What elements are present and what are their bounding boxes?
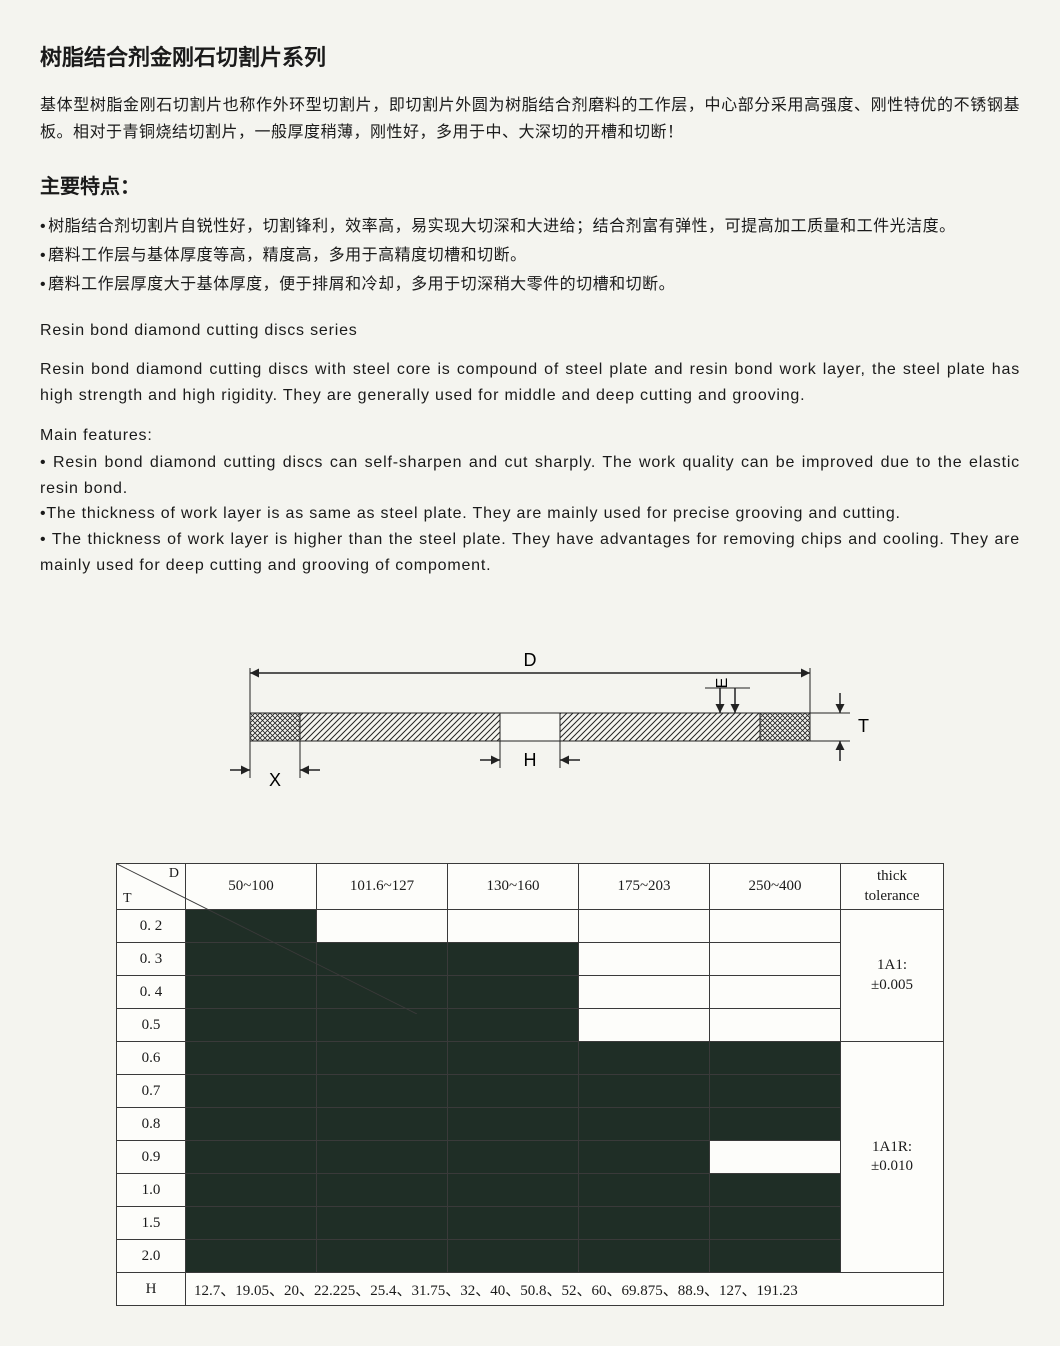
- data-cell: [448, 976, 579, 1009]
- spec-table: DT50~100101.6~127130~160175~203250~400th…: [116, 863, 944, 1306]
- data-cell: [317, 1042, 448, 1075]
- data-cell: [448, 1075, 579, 1108]
- data-cell: [579, 1207, 710, 1240]
- data-cell: [579, 910, 710, 943]
- H-values: 12.7、19.05、20、22.225、25.4、31.75、32、40、50…: [186, 1273, 944, 1306]
- feature-item: 磨料工作层厚度大于基体厚度，便于排屑和冷却，多用于切深稍大零件的切槽和切断。: [40, 271, 1020, 300]
- data-cell: [710, 943, 841, 976]
- cross-section-diagram: D E T H X: [40, 638, 1020, 813]
- col-header: 250~400: [710, 864, 841, 910]
- row-header: 0.8: [117, 1108, 186, 1141]
- tolerance-cell: 1A1:±0.005: [841, 910, 944, 1042]
- data-cell: [448, 1108, 579, 1141]
- feature-item: 磨料工作层与基体厚度等高，精度高，多用于高精度切槽和切断。: [40, 242, 1020, 271]
- data-cell: [448, 1207, 579, 1240]
- feature-item: 树脂结合剂切割片自锐性好，切割锋利，效率高，易实现大切深和大进给；结合剂富有弹性…: [40, 213, 1020, 242]
- feature-en-2: •The thickness of work layer is as same …: [40, 501, 1020, 527]
- data-cell: [579, 1174, 710, 1207]
- intro-en: Resin bond diamond cutting discs with st…: [40, 357, 1020, 408]
- label-X: X: [269, 770, 281, 790]
- data-cell: [317, 1108, 448, 1141]
- table-corner: DT: [117, 864, 186, 910]
- tolerance-cell: 1A1R:±0.010: [841, 1042, 944, 1273]
- title-cn: 树脂结合剂金刚石切割片系列: [40, 40, 1020, 72]
- data-cell: [579, 1240, 710, 1273]
- data-cell: [186, 1042, 317, 1075]
- label-D: D: [524, 650, 537, 670]
- col-header: 130~160: [448, 864, 579, 910]
- data-cell: [448, 1240, 579, 1273]
- feature-en-3: • The thickness of work layer is higher …: [40, 527, 1020, 578]
- data-cell: [186, 1240, 317, 1273]
- H-label: H: [117, 1273, 186, 1306]
- row-header: 0.6: [117, 1042, 186, 1075]
- row-header: 2.0: [117, 1240, 186, 1273]
- data-cell: [579, 1075, 710, 1108]
- features-title-cn: 主要特点：: [40, 170, 1020, 199]
- label-E: E: [714, 678, 731, 689]
- feature-en-1: • Resin bond diamond cutting discs can s…: [40, 450, 1020, 501]
- data-cell: [579, 976, 710, 1009]
- data-cell: [710, 1075, 841, 1108]
- data-cell: [710, 1240, 841, 1273]
- intro-cn: 基体型树脂金刚石切割片也称作外环型切割片，即切割片外圆为树脂结合剂磨料的工作层，…: [40, 92, 1020, 146]
- row-header: 0.9: [117, 1141, 186, 1174]
- data-cell: [448, 1174, 579, 1207]
- data-cell: [317, 1174, 448, 1207]
- features-title-en: Main features:: [40, 423, 1020, 449]
- features-list-cn: 树脂结合剂切割片自锐性好，切割锋利，效率高，易实现大切深和大进给；结合剂富有弹性…: [40, 213, 1020, 299]
- data-cell: [448, 1009, 579, 1042]
- data-cell: [317, 1075, 448, 1108]
- data-cell: [710, 1174, 841, 1207]
- data-cell: [579, 1009, 710, 1042]
- data-cell: [317, 1240, 448, 1273]
- row-header: 0.7: [117, 1075, 186, 1108]
- label-H: H: [524, 750, 537, 770]
- data-cell: [710, 1009, 841, 1042]
- thick-header: thicktolerance: [841, 864, 944, 910]
- data-cell: [186, 1075, 317, 1108]
- row-header: 1.0: [117, 1174, 186, 1207]
- data-cell: [186, 1108, 317, 1141]
- col-header: 175~203: [579, 864, 710, 910]
- data-cell: [710, 1042, 841, 1075]
- data-cell: [710, 976, 841, 1009]
- data-cell: [186, 1174, 317, 1207]
- data-cell: [579, 1042, 710, 1075]
- data-cell: [710, 1207, 841, 1240]
- data-cell: [448, 910, 579, 943]
- data-cell: [710, 1141, 841, 1174]
- data-cell: [317, 1207, 448, 1240]
- data-cell: [448, 1042, 579, 1075]
- data-cell: [186, 1141, 317, 1174]
- row-header: 1.5: [117, 1207, 186, 1240]
- data-cell: [710, 1108, 841, 1141]
- data-cell: [710, 910, 841, 943]
- data-cell: [579, 1108, 710, 1141]
- title-en: Resin bond diamond cutting discs series: [40, 318, 1020, 344]
- data-cell: [448, 943, 579, 976]
- data-cell: [186, 1207, 317, 1240]
- data-cell: [317, 1141, 448, 1174]
- label-T: T: [858, 716, 869, 736]
- data-cell: [448, 1141, 579, 1174]
- data-cell: [579, 943, 710, 976]
- data-cell: [579, 1141, 710, 1174]
